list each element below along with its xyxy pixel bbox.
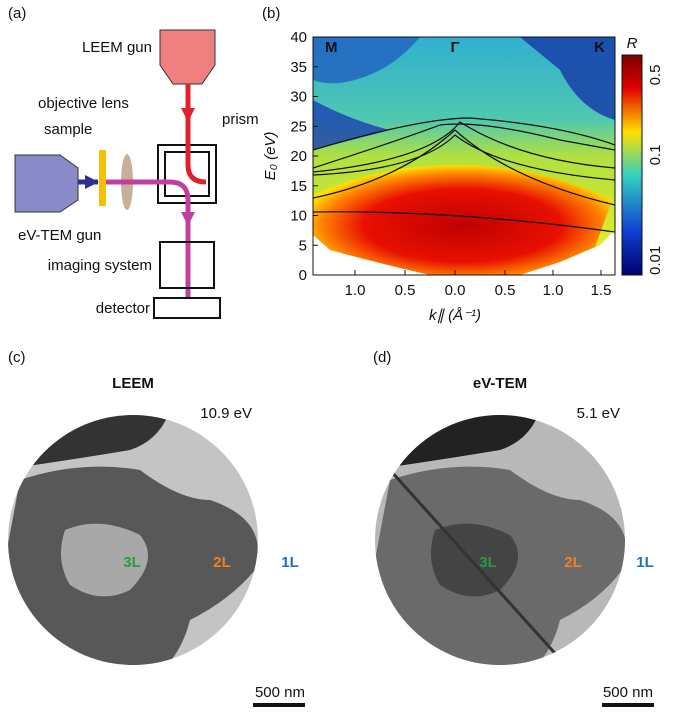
panel-c: (c) LEEM 10.9 eV 3L 2L 1L 500 nm bbox=[8, 349, 305, 707]
x-tick-label: 0.0 bbox=[445, 282, 466, 299]
scale-bar bbox=[253, 703, 305, 707]
micrograph bbox=[61, 523, 148, 597]
colorbar-label: R bbox=[627, 35, 638, 52]
bands bbox=[313, 117, 615, 233]
label: sample bbox=[44, 121, 92, 138]
beam bbox=[185, 140, 207, 185]
y-tick-label: 30 bbox=[290, 89, 307, 106]
layer-label: 1L bbox=[281, 554, 299, 571]
panel-label: (b) bbox=[262, 5, 280, 22]
layer-label: 2L bbox=[213, 554, 231, 571]
heatmap bbox=[313, 100, 390, 150]
panel-a: (a) LEEM gun prism eV-TEM gun sample obj… bbox=[8, 5, 259, 319]
colorbar-tick-label: 0.01 bbox=[647, 246, 664, 275]
beam bbox=[106, 179, 191, 298]
point-label: K bbox=[594, 39, 605, 56]
point-label: M bbox=[325, 39, 338, 56]
x-tick-label: 1.5 bbox=[591, 282, 612, 299]
label: detector bbox=[96, 300, 150, 317]
y-tick-label: 5 bbox=[299, 237, 307, 254]
panel-label: (a) bbox=[8, 5, 26, 22]
y-tick-label: 10 bbox=[290, 208, 307, 225]
image-title: eV-TEM bbox=[473, 375, 527, 392]
scale-label: 500 nm bbox=[255, 684, 305, 701]
label: LEEM gun bbox=[82, 39, 152, 56]
y-tick-label: 40 bbox=[290, 29, 307, 46]
layer-label: 3L bbox=[479, 554, 497, 571]
arrow bbox=[181, 108, 195, 122]
x-tick-label: 1.0 bbox=[543, 282, 564, 299]
sample bbox=[99, 150, 106, 206]
scale-label: 500 nm bbox=[603, 684, 653, 701]
x-axis-label: k∥ (Å⁻¹) bbox=[429, 307, 481, 324]
y-tick-label: 20 bbox=[290, 148, 307, 165]
panel-label: (c) bbox=[8, 349, 26, 366]
colorbar-tick-label: 0.1 bbox=[647, 145, 664, 166]
heatmap-empty bbox=[520, 230, 615, 275]
heatmap bbox=[313, 165, 612, 275]
layer-label: 2L bbox=[564, 554, 582, 571]
label: eV-TEM gun bbox=[18, 227, 101, 244]
arrow bbox=[181, 212, 195, 226]
y-tick-label: 35 bbox=[290, 59, 307, 76]
scale-bar bbox=[602, 703, 654, 707]
heatmap bbox=[313, 37, 420, 84]
energy: 5.1 eV bbox=[577, 405, 620, 422]
heatmap bbox=[520, 37, 615, 120]
panel-d: (d) eV-TEM 5.1 eV 3L 2L 1L 500 nm bbox=[373, 349, 654, 707]
arrow bbox=[85, 175, 99, 189]
colorbar-tick-label: 0.5 bbox=[647, 65, 664, 86]
y-tick-label: 25 bbox=[290, 118, 307, 135]
panel-b: (b) M Γ K E₀ (eV) k∥ (Å⁻¹) R 0 5 10 15 20 25 3… bbox=[262, 5, 664, 324]
y-tick-label: 15 bbox=[290, 178, 307, 195]
label: prism bbox=[222, 111, 259, 128]
colorbar bbox=[621, 54, 643, 276]
panel-label: (d) bbox=[373, 349, 391, 366]
leem-gun bbox=[159, 29, 216, 85]
micrograph bbox=[388, 468, 572, 665]
evtem-gun bbox=[14, 154, 79, 213]
heatmap-empty bbox=[313, 235, 430, 275]
layer-label: 1L bbox=[636, 554, 654, 571]
y-axis-label: E₀ (eV) bbox=[262, 132, 279, 181]
image-title: LEEM bbox=[112, 375, 154, 392]
detector bbox=[153, 297, 221, 319]
x-tick-label: 1.0 bbox=[345, 282, 366, 299]
imaging-system bbox=[159, 241, 215, 289]
energy: 10.9 eV bbox=[200, 405, 252, 422]
label: imaging system bbox=[48, 257, 152, 274]
y-tick-label: 0 bbox=[299, 267, 307, 284]
layer-label: 3L bbox=[123, 554, 141, 571]
x-tick-label: 0.5 bbox=[495, 282, 516, 299]
point-label: Γ bbox=[450, 39, 459, 56]
label: objective lens bbox=[38, 95, 129, 112]
x-tick-label: 0.5 bbox=[395, 282, 416, 299]
